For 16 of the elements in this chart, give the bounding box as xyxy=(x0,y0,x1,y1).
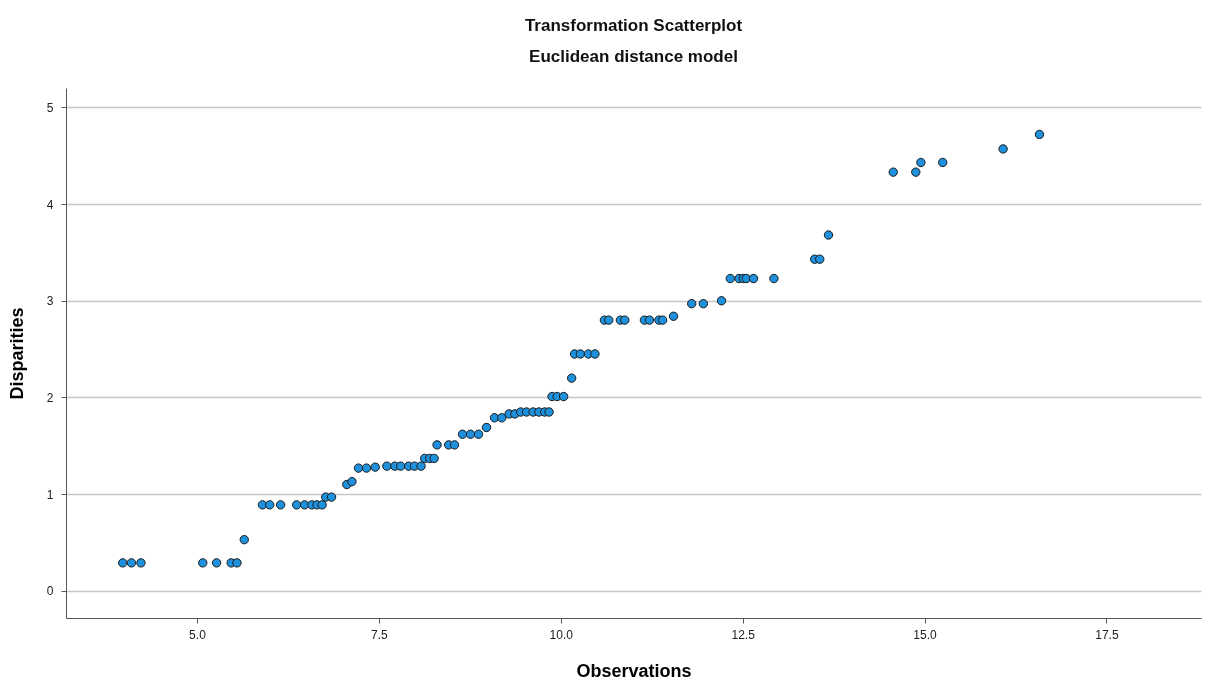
y-tick-label: 1 xyxy=(46,487,54,502)
y-tick-label: 2 xyxy=(46,390,54,405)
x-tick-label: 15.0 xyxy=(913,627,938,642)
y-tick-label: 3 xyxy=(46,294,54,309)
x-tick-label: 5.0 xyxy=(189,627,207,642)
chart-title: Transformation Scatterplot xyxy=(524,16,743,35)
y-tick-label: 4 xyxy=(46,197,54,212)
x-tick-label: 10.0 xyxy=(549,627,574,642)
x-tick-label: 12.5 xyxy=(731,627,756,642)
x-axis-title: Observations xyxy=(576,660,692,681)
x-tick-label: 7.5 xyxy=(371,627,389,642)
y-tick-label: 5 xyxy=(46,100,54,115)
y-tick-label: 0 xyxy=(46,584,54,599)
y-axis-title: Disparities xyxy=(6,307,27,400)
x-tick-label: 17.5 xyxy=(1095,627,1119,642)
chart-subtitle: Euclidean distance model xyxy=(529,47,738,66)
